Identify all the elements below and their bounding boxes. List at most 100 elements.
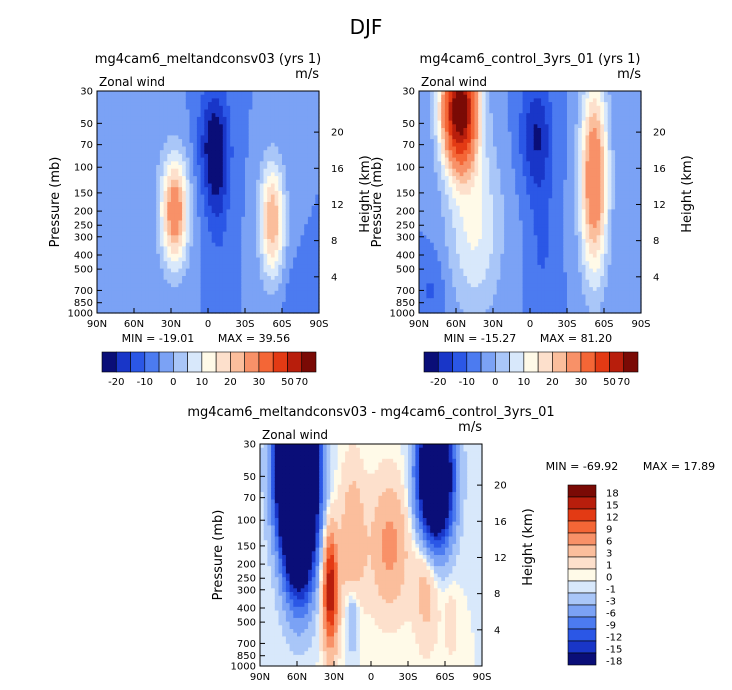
p2-cell <box>463 202 468 207</box>
p1-cell <box>163 98 168 103</box>
p2-cell <box>459 194 464 199</box>
p1-cell <box>97 131 102 136</box>
p2-cell <box>481 139 487 144</box>
p1-cell <box>222 253 228 259</box>
p1-cell <box>204 246 209 251</box>
p2-cell <box>481 194 487 199</box>
p1-cell <box>256 227 261 233</box>
p1-cell <box>115 120 120 125</box>
p1-cell <box>134 224 139 229</box>
p1-cell <box>245 279 250 284</box>
p1-cell <box>100 239 105 244</box>
p2-cell <box>485 305 490 310</box>
p2-cell <box>422 102 427 107</box>
p1-cell <box>134 227 139 233</box>
p1-cell <box>104 113 109 118</box>
p1-cell <box>263 283 268 288</box>
p2-cell <box>433 239 439 244</box>
p2-cell <box>485 168 490 173</box>
p1-cell <box>293 91 298 96</box>
p2-cell <box>470 250 476 255</box>
p2-cell <box>456 124 461 129</box>
p1-cell <box>263 205 268 210</box>
p1-cell <box>189 131 194 136</box>
p1-cell <box>100 283 105 288</box>
p1-cell <box>237 139 242 144</box>
p1-cell <box>137 213 142 218</box>
p2-cell <box>493 209 498 214</box>
p1-cell <box>111 94 117 99</box>
p1-cell <box>315 279 320 284</box>
p1-cell <box>289 209 294 214</box>
p1-cell <box>196 91 202 96</box>
p1-cell <box>315 165 320 170</box>
p1-cell <box>211 120 216 125</box>
p1-cell <box>230 120 235 125</box>
p2-cell <box>478 246 483 251</box>
p2-cell <box>430 257 435 262</box>
p1-cell <box>252 235 257 240</box>
p1-cell <box>237 168 242 173</box>
p2-cell <box>496 279 501 284</box>
p2-cell <box>444 168 450 173</box>
p1-cell <box>296 120 302 125</box>
p2-cell <box>474 179 479 185</box>
p1-cell <box>152 276 157 281</box>
p2-cell <box>474 227 479 233</box>
p1-cell <box>256 287 261 292</box>
p1-cell <box>285 153 290 159</box>
p2-cell <box>489 94 494 99</box>
p1-cell <box>104 242 109 247</box>
p1-cell <box>282 298 287 303</box>
p1-cell <box>111 157 117 162</box>
p1-cell <box>204 261 209 266</box>
p1-cell <box>200 205 205 210</box>
p1-cell <box>119 94 124 99</box>
p1-cell <box>300 276 305 281</box>
p1-cell <box>196 98 202 103</box>
p1-cell <box>311 190 316 196</box>
p1-cell <box>211 268 216 273</box>
p2-cell <box>474 94 479 99</box>
p1-cell <box>108 272 113 277</box>
p2-cell <box>493 220 498 225</box>
p2-cell <box>448 91 453 96</box>
p1-cell <box>182 264 187 270</box>
p1-cell <box>126 109 131 114</box>
p2-cell <box>470 135 476 140</box>
p1-cell <box>178 135 183 140</box>
p1-cell <box>171 209 176 214</box>
p1-cell <box>211 135 216 140</box>
p2-cell <box>419 220 424 225</box>
p1-cell <box>97 301 102 307</box>
p2-cell <box>493 161 498 166</box>
p1-cell <box>193 216 198 222</box>
p2-cell <box>459 213 464 218</box>
p1-cell <box>119 250 124 255</box>
p2-cell <box>489 216 494 222</box>
p1-cell <box>126 105 131 111</box>
p1-cell <box>178 220 183 225</box>
p1-cell <box>222 157 228 162</box>
p1-cell <box>204 227 209 233</box>
p1-cell <box>311 272 316 277</box>
p1-cell <box>193 183 198 188</box>
p1-cell <box>182 250 187 255</box>
p1-cell <box>215 246 220 251</box>
p1-cell <box>208 283 213 288</box>
p1-cell <box>189 157 194 162</box>
p1-cell <box>108 109 113 114</box>
p1-cell <box>115 309 120 314</box>
p1-cell <box>230 153 235 159</box>
p2-cell <box>493 224 498 229</box>
p1-cell <box>122 94 128 99</box>
p1-cell <box>252 253 257 259</box>
p2-cell <box>489 205 494 210</box>
p1-cell <box>270 165 276 170</box>
p1-cell <box>293 194 298 199</box>
p2-cell <box>422 287 427 292</box>
p1-cell <box>204 287 209 292</box>
p2-cell <box>452 250 457 255</box>
p1-cell <box>171 213 176 218</box>
p1-cell <box>226 109 231 114</box>
